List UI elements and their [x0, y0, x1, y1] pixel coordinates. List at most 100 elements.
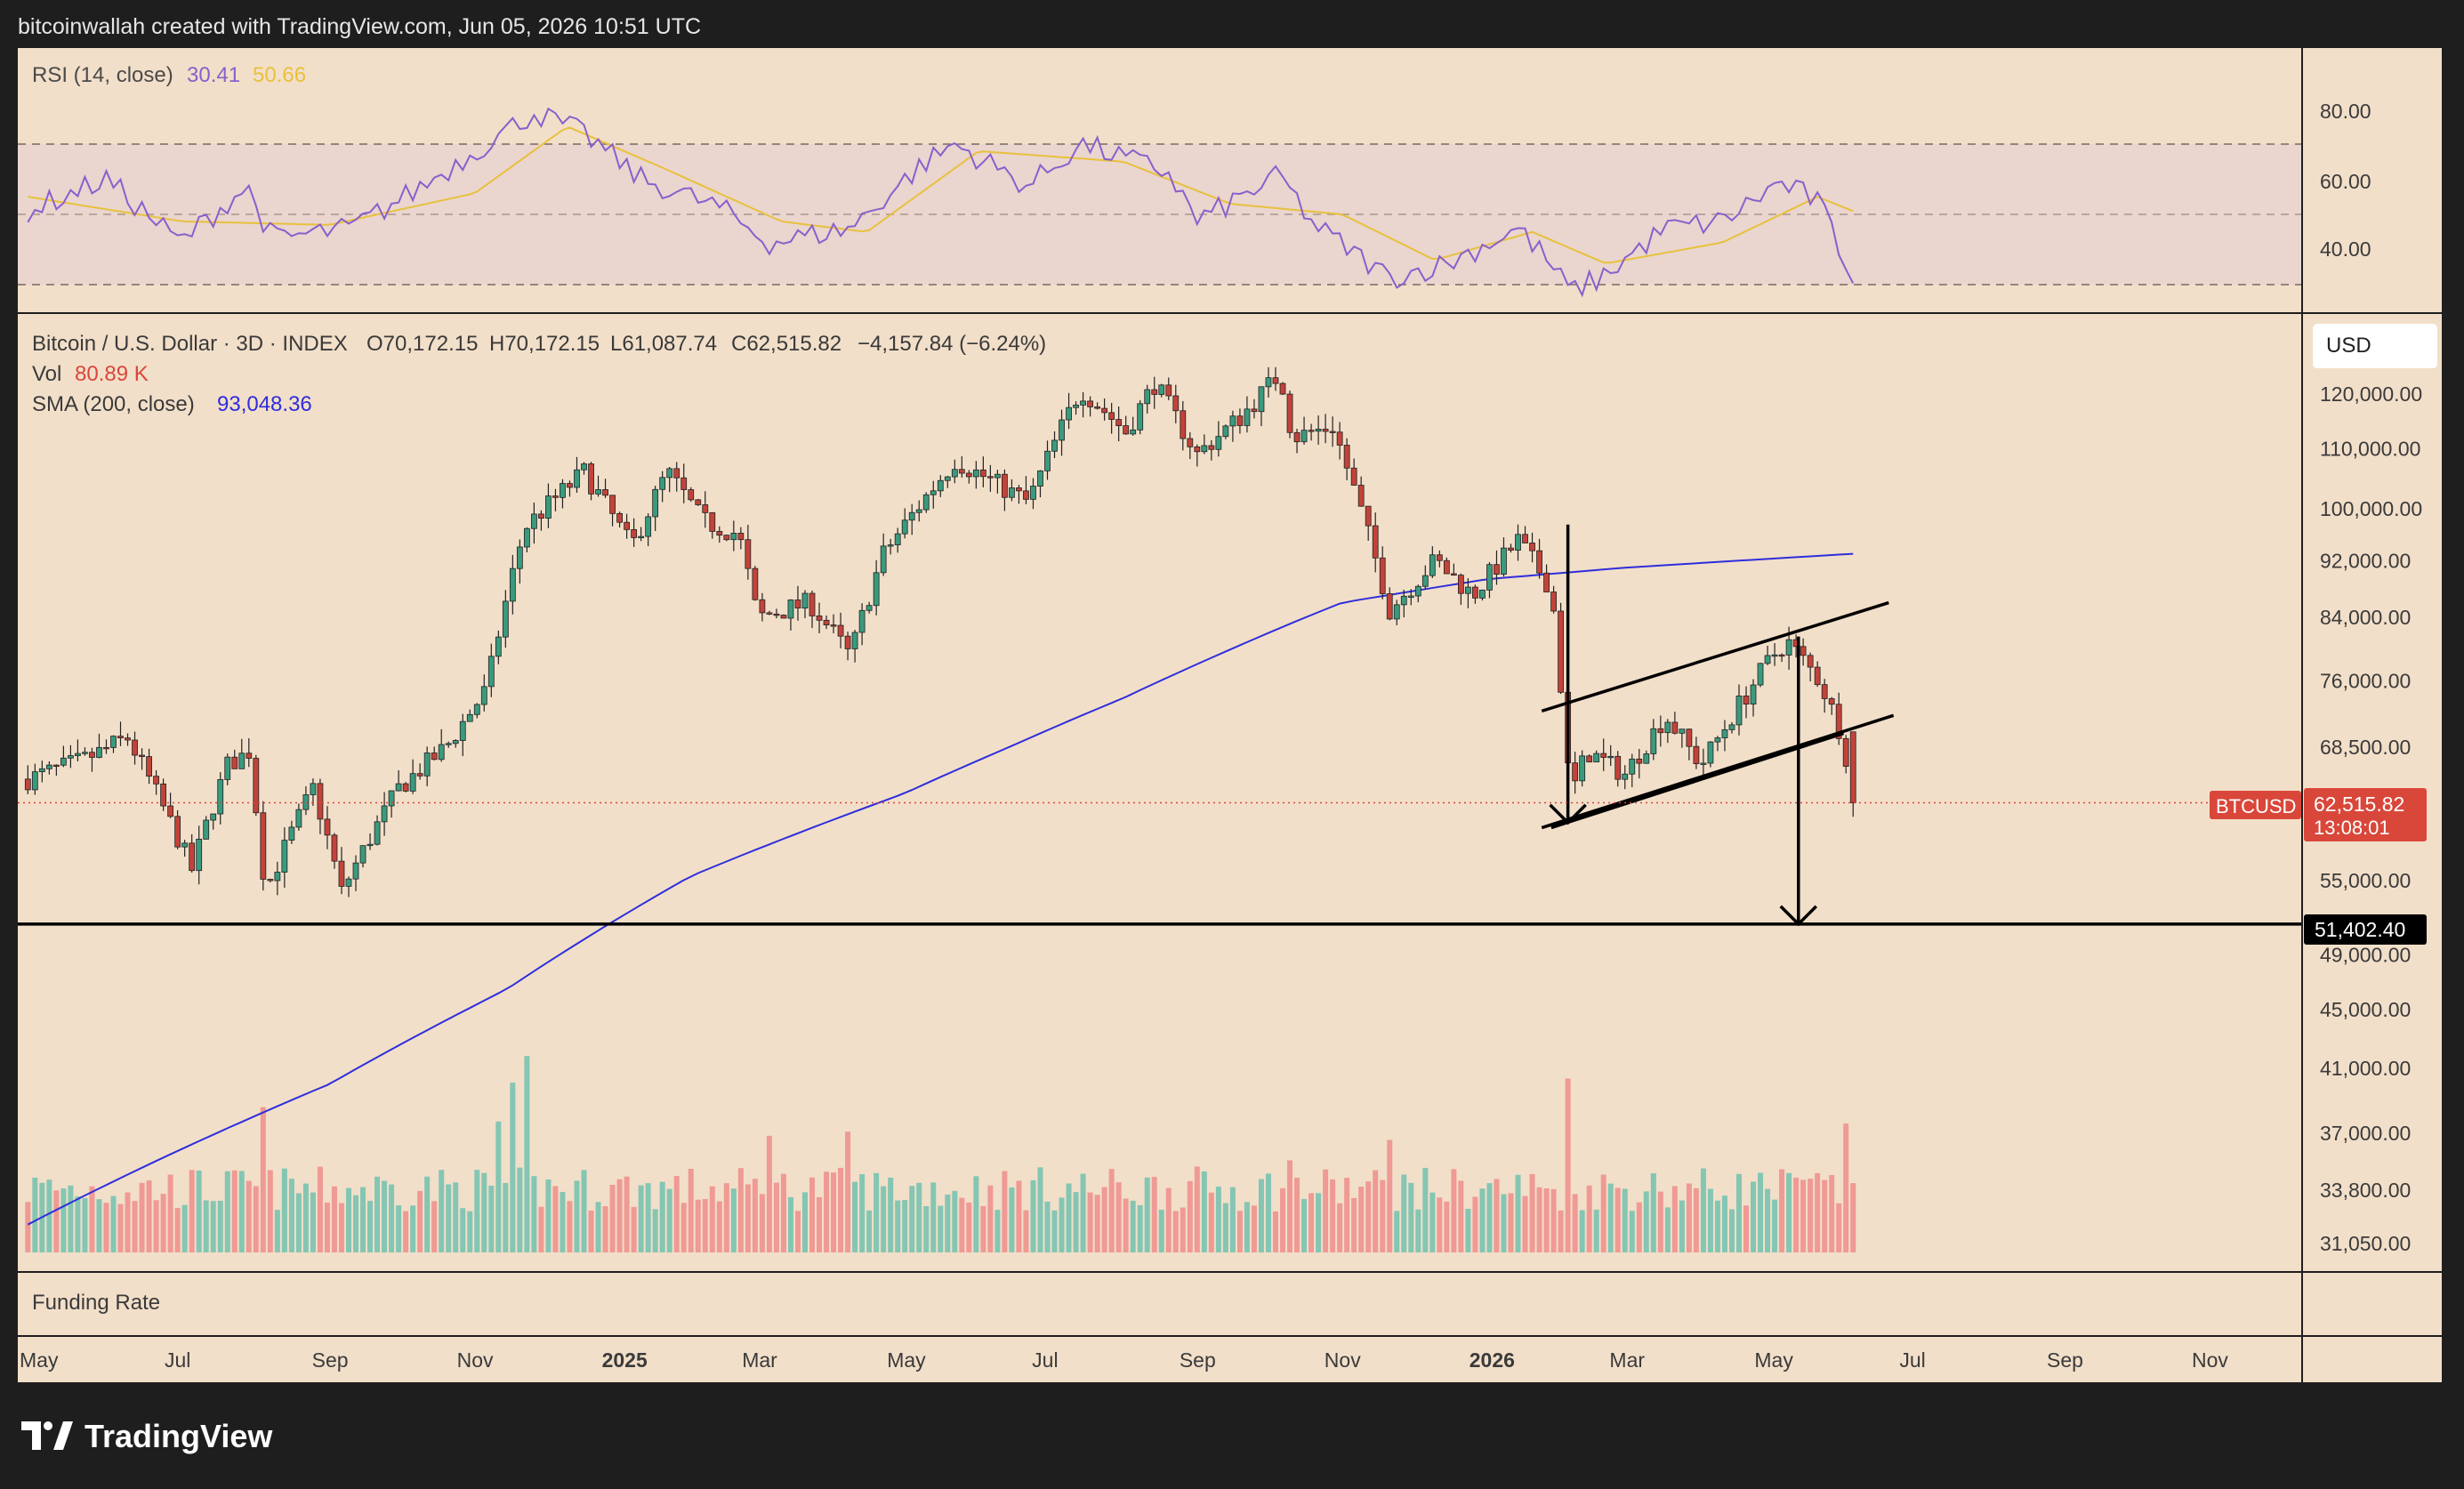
price-axis-label: 100,000.00 — [2320, 497, 2422, 520]
volume-bar — [1330, 1179, 1336, 1252]
volume-bar — [1721, 1195, 1727, 1252]
header-credit: bitcoinwallah created with TradingView.c… — [18, 14, 701, 39]
volume-bar — [1707, 1188, 1713, 1252]
currency-button[interactable]: USD — [2313, 324, 2437, 368]
volume-bar — [1251, 1205, 1257, 1252]
candle-body — [231, 756, 238, 769]
candle-body — [1151, 389, 1158, 395]
candle-body — [1030, 486, 1036, 500]
candle-body — [1400, 595, 1407, 606]
candle-body — [1308, 430, 1315, 432]
time-axis-label: Sep — [1180, 1348, 1216, 1372]
candle-body — [1508, 547, 1514, 551]
volume-bar — [766, 1135, 772, 1252]
symbol-title: Bitcoin / U.S. Dollar · 3D · INDEX — [32, 332, 348, 356]
volume-bar — [324, 1202, 330, 1252]
candle-body — [1016, 487, 1022, 492]
candle-body — [409, 773, 416, 792]
volume-bar — [410, 1205, 416, 1252]
volume-bar — [1280, 1187, 1286, 1252]
volume-bar — [1316, 1193, 1322, 1252]
candle-body — [1421, 575, 1429, 587]
time-axis-label: 2026 — [1470, 1348, 1515, 1372]
ticker-badge[interactable]: BTCUSD — [2210, 791, 2301, 819]
currency-button-bg[interactable] — [2313, 324, 2437, 368]
time-axis-label: May — [887, 1348, 926, 1372]
ohlc-open: O70,172.15 — [366, 332, 478, 356]
volume-bar — [360, 1187, 366, 1252]
volume-bar — [317, 1166, 323, 1252]
volume-bar — [1622, 1188, 1628, 1252]
candle-body — [366, 843, 374, 847]
candle-body — [1244, 408, 1251, 426]
volume-bar — [645, 1183, 651, 1252]
candle-body — [979, 469, 986, 478]
volume-bar — [688, 1168, 694, 1252]
rsi-panel[interactable]: RSI (14, close) 30.41 50.66 80.00 60.00 … — [18, 63, 2371, 298]
volume-bar — [503, 1182, 509, 1252]
volume-bar — [1843, 1123, 1849, 1252]
volume-bar — [1758, 1172, 1764, 1252]
volume-bar — [1614, 1187, 1621, 1252]
candle-body — [495, 636, 502, 657]
volume-bar — [1037, 1167, 1043, 1252]
candle-body — [1180, 410, 1187, 439]
currency-label[interactable]: USD — [2326, 334, 2371, 358]
volume-bar — [1258, 1179, 1264, 1252]
volume-bar — [1272, 1211, 1278, 1252]
volume-bar — [231, 1170, 238, 1252]
volume-bar — [659, 1181, 665, 1252]
volume-bar — [446, 1184, 452, 1252]
candle-body — [723, 535, 730, 541]
volume-bar — [60, 1188, 67, 1252]
tradingview-logo-icon — [53, 1421, 73, 1450]
candle-body — [624, 521, 630, 530]
candle-body — [880, 545, 887, 574]
volume-bar — [595, 1202, 601, 1252]
candle-body — [238, 753, 246, 769]
candle-body — [1051, 439, 1058, 452]
volume-bar — [253, 1186, 259, 1252]
volume-bar — [609, 1185, 616, 1252]
volume-bar — [1451, 1169, 1457, 1252]
candle-body — [1365, 505, 1372, 527]
candle-body — [986, 476, 994, 479]
volume-bar — [1629, 1211, 1635, 1252]
volume-bar — [1600, 1174, 1606, 1252]
tradingview-logo-icon — [21, 1421, 41, 1450]
volume-bar — [824, 1171, 830, 1252]
candle-body — [1044, 450, 1051, 471]
volume-bar — [1044, 1201, 1051, 1252]
volume-bar — [160, 1194, 166, 1252]
volume-bar — [973, 1176, 979, 1252]
candle-body — [1123, 425, 1130, 435]
volume-bar — [260, 1107, 266, 1252]
volume-bar — [1158, 1210, 1164, 1252]
time-axis[interactable]: May Jul Sep Nov 2025 Mar May Jul Sep Nov… — [20, 1348, 2228, 1372]
candle-body — [588, 463, 594, 495]
candle-body — [139, 754, 145, 757]
candle-body — [866, 605, 873, 611]
candle-body — [52, 764, 60, 768]
candle-body — [737, 533, 745, 541]
candle-body — [1443, 559, 1450, 575]
ticker-badge-bg — [2210, 791, 2301, 819]
price-axis-label: 68,500.00 — [2320, 736, 2411, 759]
candle-body — [89, 752, 95, 758]
price-panel[interactable]: Bitcoin / U.S. Dollar · 3D · INDEX O70,1… — [18, 332, 2302, 1252]
candle-body — [595, 489, 601, 495]
candle-body — [452, 740, 459, 744]
volume-bar — [624, 1176, 630, 1252]
candle-body — [702, 504, 709, 513]
candle-body — [1800, 646, 1807, 656]
price-axis[interactable]: 120,000.00 110,000.00 100,000.00 92,000.… — [2320, 382, 2422, 1255]
candle-body — [246, 753, 253, 759]
candle-body — [203, 819, 210, 840]
candle-body — [1465, 586, 1471, 594]
candle-body — [709, 511, 716, 532]
candle-body — [1130, 429, 1137, 435]
volume-bar — [1172, 1211, 1179, 1252]
candle-body — [915, 509, 922, 513]
time-axis-label: May — [20, 1348, 59, 1372]
volume-bar — [787, 1196, 793, 1252]
